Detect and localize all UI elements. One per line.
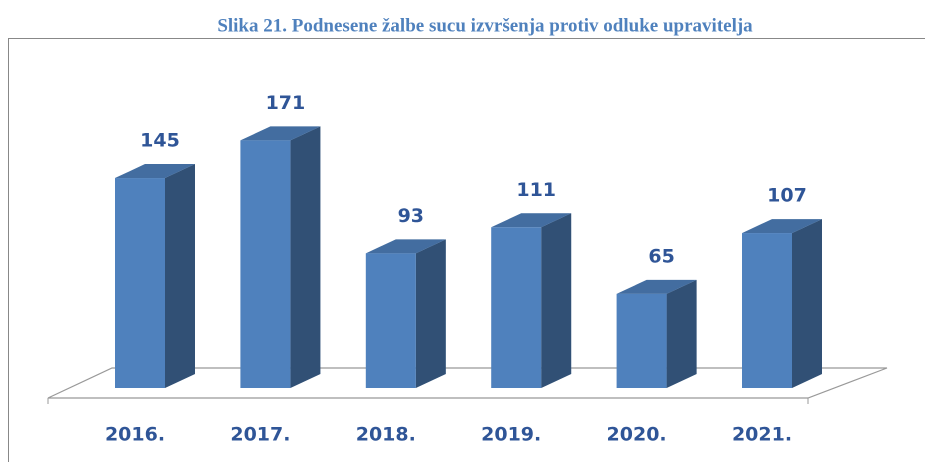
bar-top-shade	[616, 279, 697, 294]
bar-top-shade	[115, 164, 195, 179]
bar	[616, 293, 667, 388]
value-label: 171	[266, 92, 306, 114]
bar-top	[365, 239, 446, 254]
bar-side-shade	[541, 213, 572, 388]
value-label: 111	[516, 179, 556, 201]
bar	[742, 233, 792, 388]
x-tick-label: 2019.	[481, 424, 541, 446]
bar-side-shade	[415, 239, 446, 388]
x-tick-label: 2018.	[356, 424, 416, 446]
bar-side	[165, 164, 195, 388]
bar	[240, 140, 291, 388]
bar-top	[742, 219, 822, 234]
x-tick-label: 2016.	[105, 424, 165, 446]
chart-title: Slika 21. Podnesene žalbe sucu izvršenja…	[217, 15, 753, 36]
bar-top	[491, 213, 572, 228]
bar-top	[115, 164, 195, 179]
bar-side-shade	[792, 219, 822, 388]
x-tick-label: 2021.	[732, 424, 792, 446]
value-label: 93	[398, 205, 424, 227]
value-label: 65	[648, 245, 674, 267]
bar-side-shade	[290, 126, 321, 388]
bar-side-shade	[666, 279, 697, 388]
bar-top-shade	[491, 213, 572, 228]
bar-side	[666, 279, 697, 388]
bar-top	[616, 279, 697, 294]
chart-frame	[8, 38, 925, 462]
bar-top	[240, 126, 321, 141]
bar-side	[415, 239, 446, 388]
bar-side	[792, 219, 822, 388]
bar-top-shade	[742, 219, 822, 234]
bar	[115, 178, 165, 388]
bar-side	[541, 213, 572, 388]
bar	[491, 227, 542, 388]
bar-top-shade	[240, 126, 321, 141]
x-tick-label: 2020.	[607, 424, 667, 446]
value-label: 145	[140, 130, 180, 152]
x-tick-label: 2017.	[230, 424, 290, 446]
bar-top-shade	[365, 239, 446, 254]
bar	[365, 253, 416, 388]
bar-side-shade	[165, 164, 195, 388]
bar-side	[290, 126, 321, 388]
value-label: 107	[767, 185, 807, 207]
